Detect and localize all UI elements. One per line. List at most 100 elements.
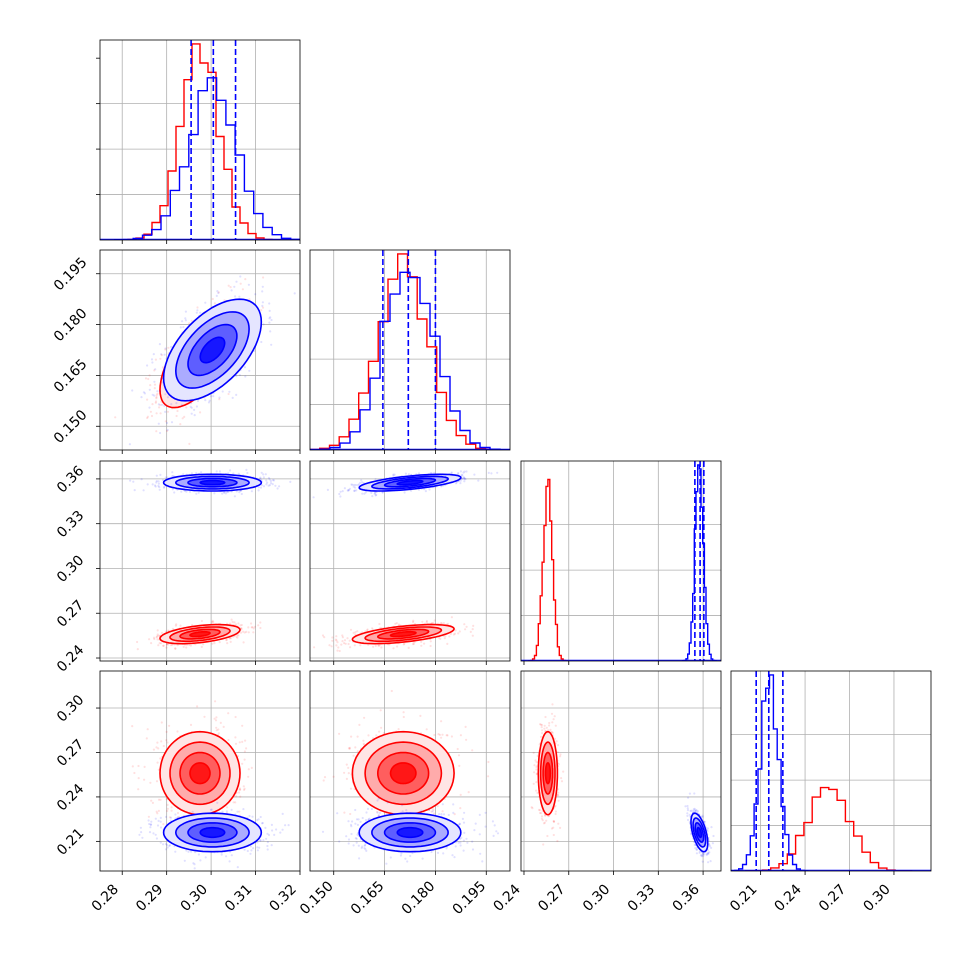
contour-blue-1-0 bbox=[174, 311, 250, 389]
x-tick-label: 0.32 bbox=[266, 881, 299, 914]
histogram-0 bbox=[114, 40, 300, 240]
panel-2d-3-0 bbox=[131, 700, 290, 870]
panel-2d-3-2 bbox=[530, 703, 715, 864]
x-tick-label: 0.33 bbox=[625, 881, 658, 914]
y-tick-label: 0.180 bbox=[51, 305, 91, 345]
x-tick-label: 0.21 bbox=[727, 881, 760, 914]
contour-red-2-1 bbox=[376, 628, 430, 640]
x-tick-label: 0.27 bbox=[816, 881, 849, 914]
contour-red-2-0 bbox=[189, 630, 211, 638]
contour-blue-3-2 bbox=[696, 826, 703, 839]
contour-red-2-1 bbox=[364, 626, 443, 643]
y-tick-label: 0.33 bbox=[54, 508, 87, 541]
contour-blue-3-0 bbox=[199, 826, 226, 839]
panel-frame-3-0 bbox=[99, 670, 301, 872]
contour-blue-2-1 bbox=[358, 473, 462, 492]
y-tick-label: 0.36 bbox=[54, 463, 87, 496]
y-tick-label: 0.195 bbox=[51, 255, 91, 295]
contour-blue-3-1 bbox=[383, 822, 437, 843]
panel-frame-1-1 bbox=[309, 249, 511, 451]
y-tick-label: 0.30 bbox=[54, 552, 87, 585]
x-tick-label: 0.24 bbox=[490, 881, 523, 914]
contour-red-3-0 bbox=[169, 741, 231, 806]
hist-red-3 bbox=[745, 786, 913, 871]
contour-red-3-2 bbox=[539, 741, 556, 806]
contour-blue-3-2 bbox=[692, 817, 707, 848]
contour-red-3-0 bbox=[159, 730, 241, 816]
contour-red-2-0 bbox=[179, 628, 221, 640]
contour-blue-1-0 bbox=[162, 298, 263, 402]
y-tick-label: 0.165 bbox=[51, 356, 91, 396]
contour-blue-1-0 bbox=[187, 323, 238, 377]
contour-blue-3-1 bbox=[371, 817, 449, 848]
contour-blue-2-0 bbox=[187, 477, 238, 488]
y-tick-label: 0.24 bbox=[54, 781, 87, 814]
histogram-2 bbox=[528, 461, 717, 661]
contour-red-3-1 bbox=[389, 762, 417, 785]
x-tick-label: 0.180 bbox=[399, 878, 439, 918]
panel-frame-1-0 bbox=[99, 249, 301, 451]
x-tick-label: 0.30 bbox=[580, 881, 613, 914]
contour-blue-3-1 bbox=[358, 812, 462, 853]
x-tick-label: 0.30 bbox=[860, 881, 893, 914]
x-tick-label: 0.165 bbox=[348, 878, 388, 918]
hist-blue-0 bbox=[114, 77, 300, 240]
x-tick-label: 0.31 bbox=[222, 881, 255, 914]
panel-frame-0-0 bbox=[99, 39, 301, 241]
panel-frame-3-2 bbox=[520, 670, 722, 872]
contour-blue-3-0 bbox=[187, 822, 238, 843]
contour-blue-3-2 bbox=[690, 812, 709, 853]
grid-2-2 bbox=[521, 461, 721, 661]
grid-0-0 bbox=[100, 40, 300, 240]
panel-2d-2-1 bbox=[312, 470, 499, 653]
contour-red-2-1 bbox=[351, 623, 455, 645]
y-tick-label: 0.21 bbox=[54, 825, 87, 858]
contour-red-3-2 bbox=[537, 730, 559, 816]
x-tick-label: 0.28 bbox=[89, 881, 122, 914]
panel-frame-2-0 bbox=[99, 460, 301, 662]
contour-blue-2-1 bbox=[383, 477, 437, 488]
panel-frame-2-1 bbox=[309, 460, 511, 662]
panel-frame-3-1 bbox=[309, 670, 511, 872]
x-tick-label: 0.150 bbox=[297, 878, 337, 918]
hist-red-0 bbox=[119, 43, 281, 240]
contour-blue-3-0 bbox=[162, 812, 263, 853]
x-tick-label: 0.29 bbox=[133, 881, 166, 914]
x-tick-label: 0.27 bbox=[535, 881, 568, 914]
contour-blue-3-0 bbox=[174, 817, 250, 848]
x-tick-label: 0.30 bbox=[178, 881, 211, 914]
contour-red-2-0 bbox=[159, 623, 241, 645]
x-tick-label: 0.195 bbox=[450, 878, 490, 918]
contour-red-3-1 bbox=[364, 741, 443, 806]
panel-frame-2-2 bbox=[520, 460, 722, 662]
hist-red-1 bbox=[310, 253, 506, 450]
panel-2d-2-0 bbox=[129, 468, 292, 651]
hist-blue-1 bbox=[310, 271, 510, 450]
grid-3-3 bbox=[731, 671, 931, 871]
contour-blue-3-1 bbox=[396, 826, 424, 839]
contour-red-2-0 bbox=[169, 626, 231, 643]
contour-red-3-1 bbox=[351, 730, 455, 816]
histogram-3 bbox=[731, 671, 913, 871]
contour-red-3-1 bbox=[376, 751, 430, 795]
contour-red-3-0 bbox=[179, 751, 221, 795]
y-tick-label: 0.24 bbox=[54, 642, 87, 675]
y-tick-label: 0.150 bbox=[51, 407, 91, 447]
contour-blue-2-1 bbox=[371, 475, 449, 490]
panel-frame-3-3 bbox=[730, 670, 932, 872]
hist-red-2 bbox=[528, 478, 568, 661]
contour-blue-1-0 bbox=[199, 336, 226, 364]
contour-red-2-1 bbox=[389, 630, 417, 638]
histogram-1 bbox=[310, 250, 510, 450]
grid-1-1 bbox=[310, 250, 510, 450]
y-tick-label: 0.30 bbox=[54, 692, 87, 725]
contour-blue-2-0 bbox=[174, 475, 250, 490]
contour-blue-2-0 bbox=[162, 473, 263, 492]
y-tick-label: 0.27 bbox=[54, 737, 87, 770]
contour-blue-2-1 bbox=[396, 479, 424, 486]
panel-2d-3-1 bbox=[321, 689, 500, 865]
contour-red-3-0 bbox=[189, 762, 211, 785]
y-tick-label: 0.27 bbox=[54, 597, 87, 630]
x-tick-label: 0.24 bbox=[772, 881, 805, 914]
